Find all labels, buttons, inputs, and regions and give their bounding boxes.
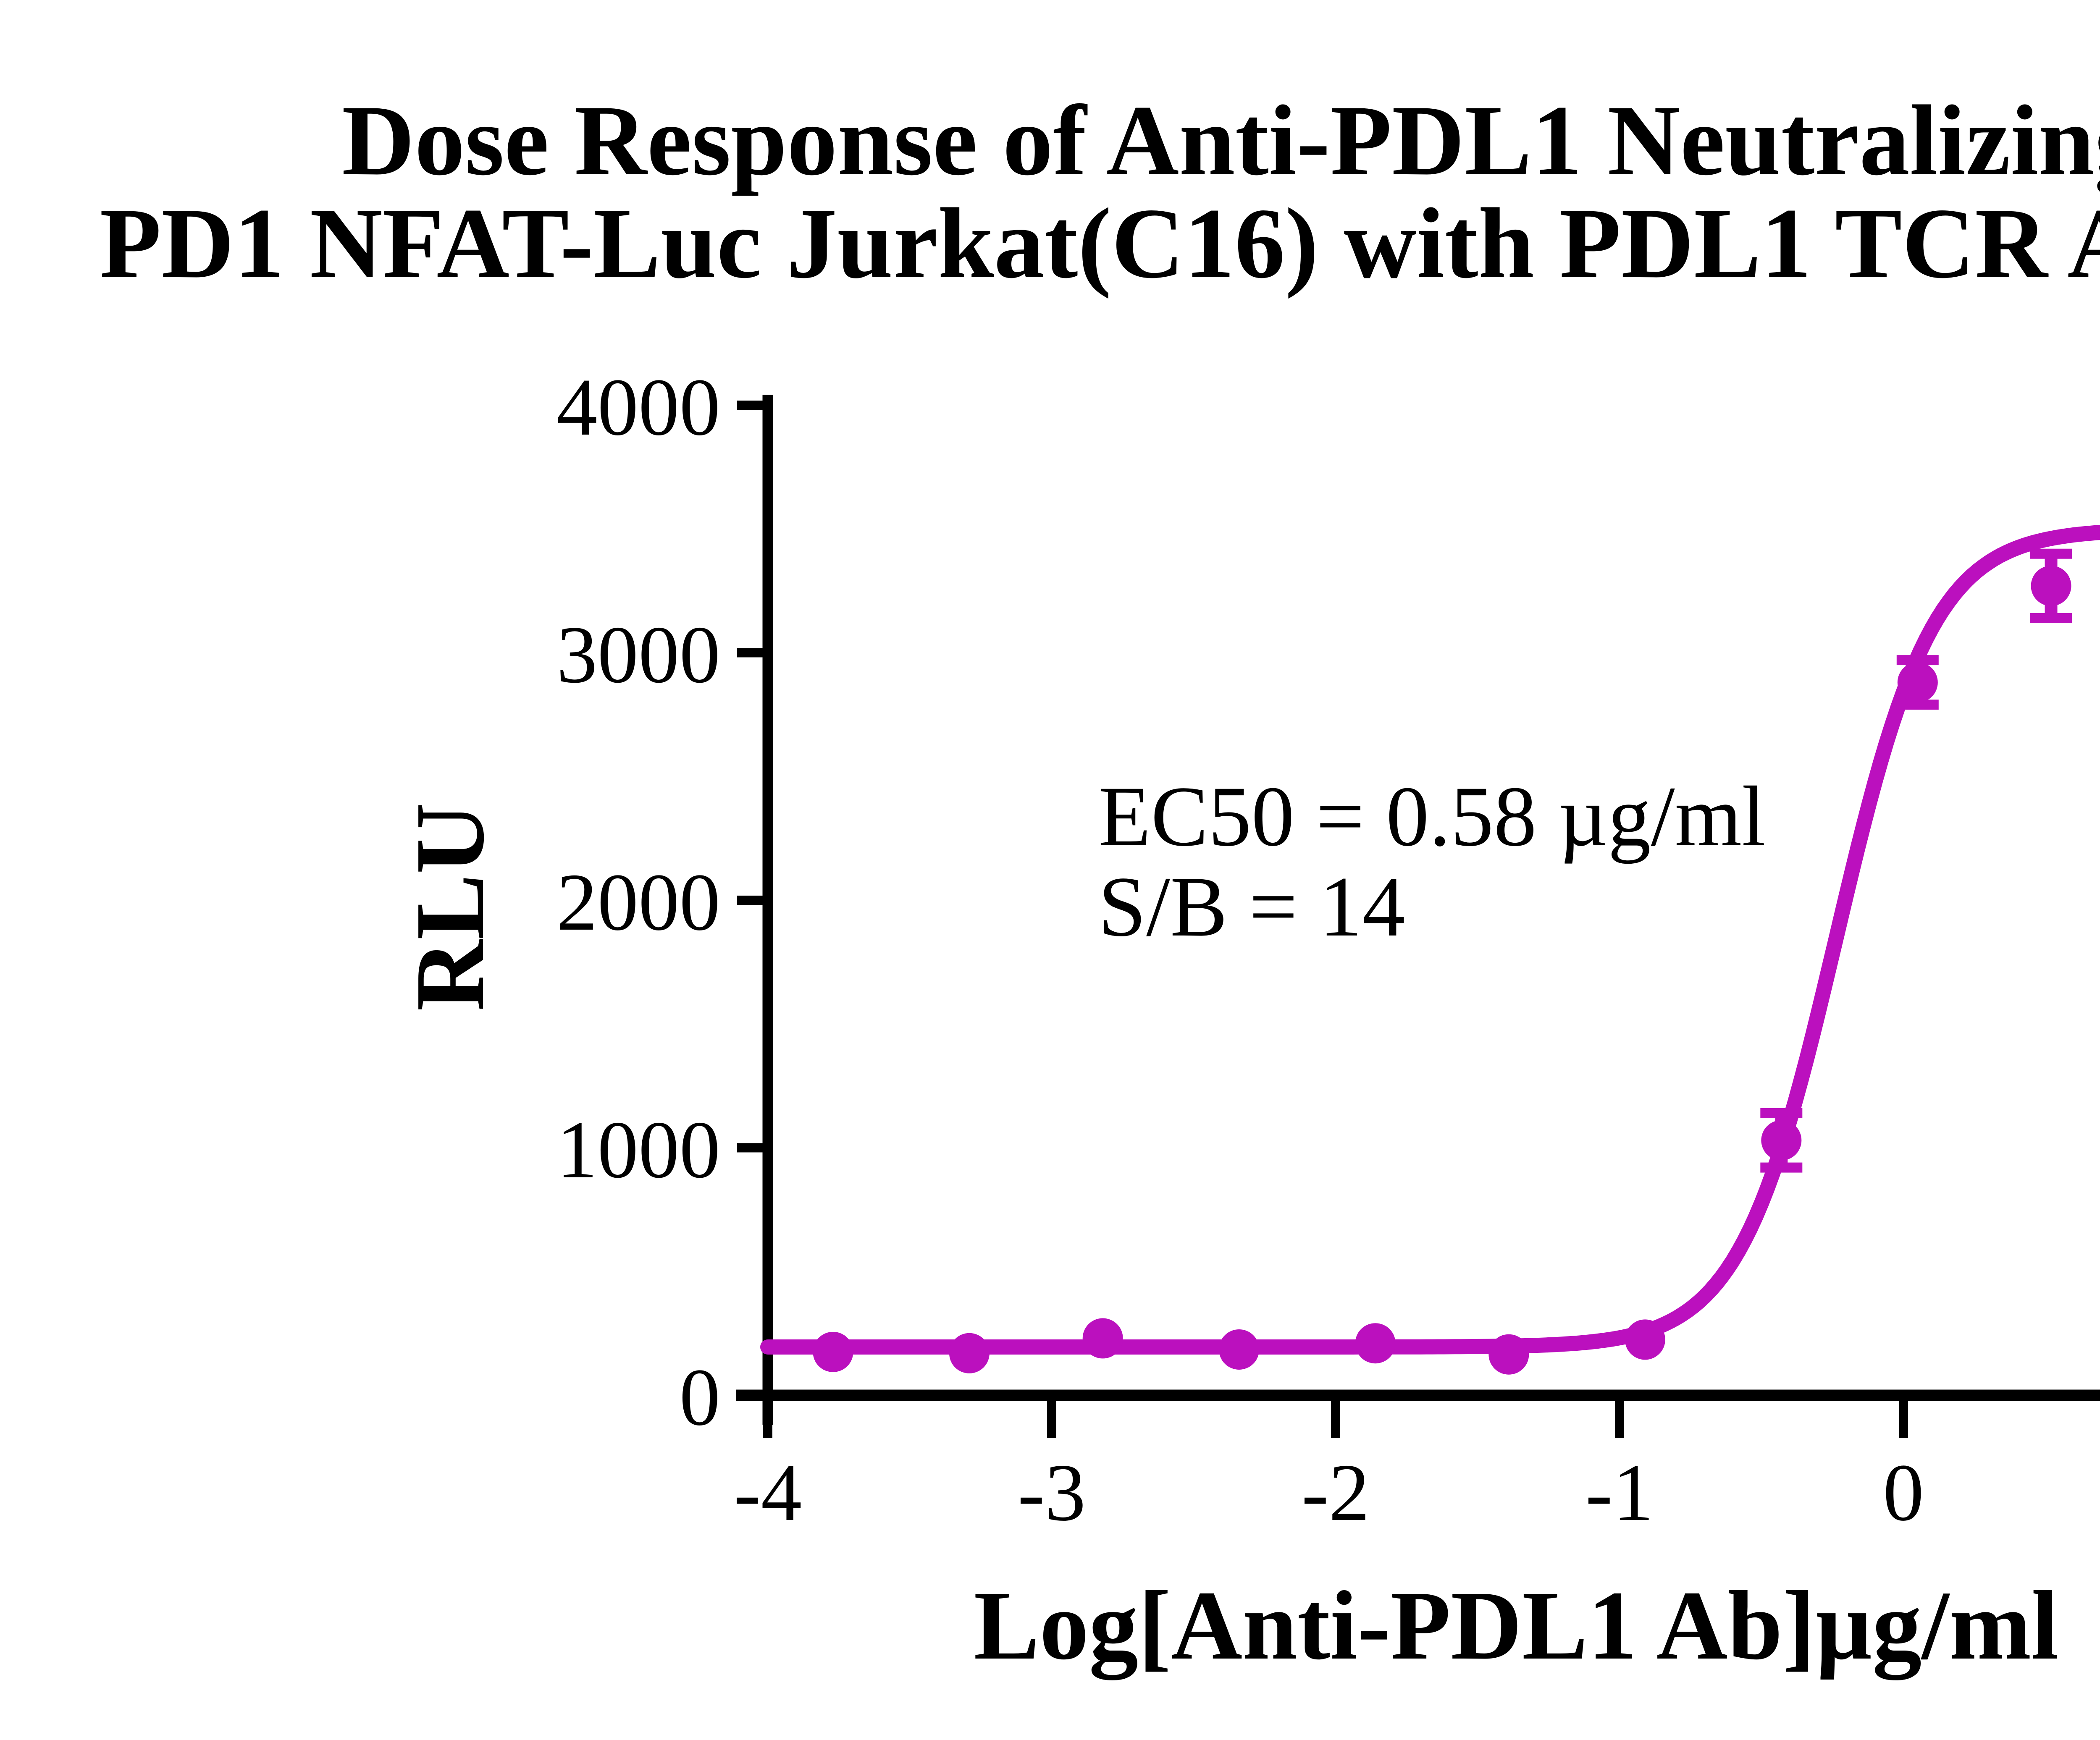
- chart-title-line1: Dose Response of Anti-PDL1 Neutralizing …: [342, 84, 2100, 197]
- chart-title-line2: PD1 NFAT-Luc Jurkat(C16) with PDL1 TCR A…: [100, 187, 2100, 299]
- annotation-sb: S/B = 14: [1098, 859, 1405, 954]
- y-axis-label: RLU: [395, 803, 504, 1011]
- data-point-marker: [2031, 566, 2071, 606]
- x-tick-label: -1: [1586, 1447, 1654, 1538]
- y-tick-label: 4000: [556, 362, 720, 453]
- x-tick-label: -4: [734, 1447, 802, 1538]
- data-point-marker: [1897, 662, 1938, 703]
- x-tick-label: 0: [1883, 1447, 1924, 1538]
- y-tick-label: 1000: [556, 1105, 720, 1195]
- y-tick-label: 3000: [556, 610, 720, 700]
- data-points: [813, 548, 2072, 1375]
- x-tick-label: -2: [1302, 1447, 1370, 1538]
- data-point-marker: [949, 1333, 990, 1373]
- data-point-marker: [1625, 1319, 1665, 1360]
- annotation-ec50: EC50 = 0.58 µg/ml: [1098, 769, 1766, 864]
- data-point-marker: [1761, 1120, 1802, 1161]
- data-point-marker: [1219, 1329, 1260, 1370]
- data-point-marker: [1355, 1323, 1396, 1364]
- x-tick-label: -3: [1018, 1447, 1086, 1538]
- data-point-marker: [813, 1331, 853, 1372]
- data-point-marker: [1082, 1318, 1123, 1359]
- y-tick-label: 0: [680, 1352, 721, 1443]
- data-point-marker: [1488, 1334, 1529, 1375]
- x-axis-label: Log[Anti-PDL1 Ab]µg/ml: [974, 1571, 2058, 1680]
- y-tick-label: 2000: [556, 857, 720, 948]
- fit-curve: [760, 525, 2100, 1355]
- dose-response-curve: [760, 525, 2100, 1355]
